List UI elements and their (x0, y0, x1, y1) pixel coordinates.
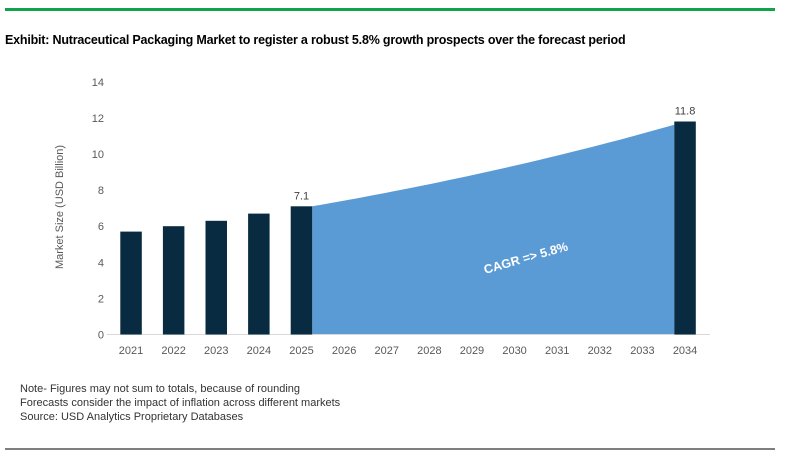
footnote-line: Note- Figures may not sum to totals, bec… (20, 383, 301, 395)
bar-2022 (162, 226, 185, 335)
x-axis-label-2028: 2028 (417, 345, 441, 357)
y-axis-label-6: 6 (98, 221, 104, 233)
y-axis-label-14: 14 (92, 77, 104, 89)
bar-2025 (290, 206, 313, 335)
bar-2021 (120, 231, 142, 335)
footnote-line: Forecasts consider the impact of inflati… (20, 396, 341, 409)
x-axis-label-2025: 2025 (289, 345, 313, 357)
top-accent-line (5, 8, 775, 11)
y-axis-label-4: 4 (98, 257, 104, 269)
footnote-line: Source: USD Analytics Proprietary Databa… (20, 410, 244, 423)
bar-2023 (205, 220, 227, 335)
x-axis-label-2034: 2034 (673, 345, 697, 357)
x-axis-label-2021: 2021 (119, 345, 143, 357)
bar-2024 (248, 213, 270, 335)
x-axis-label-2027: 2027 (374, 345, 398, 357)
x-axis-label-2023: 2023 (204, 345, 228, 357)
x-axis-label-2032: 2032 (588, 345, 612, 357)
data-label-2025: 7.1 (294, 190, 309, 202)
y-axis-label-10: 10 (92, 149, 104, 161)
x-axis-label-2031: 2031 (545, 345, 569, 357)
forecast-area (312, 124, 675, 335)
bottom-divider-line (5, 448, 775, 450)
y-axis-label-2: 2 (98, 293, 104, 305)
x-axis-label-2024: 2024 (247, 345, 271, 357)
y-axis-label-12: 12 (92, 113, 104, 125)
y-axis-title: Market Size (USD Billion) (54, 145, 66, 269)
footnotes: Note- Figures may not sum to totals, bec… (20, 383, 620, 424)
data-label-2034: 11.8 (675, 106, 696, 118)
bar-2034 (674, 121, 696, 335)
y-axis-label-0: 0 (98, 330, 104, 342)
y-axis-label-8: 8 (98, 185, 104, 197)
x-axis-label-2029: 2029 (460, 345, 484, 357)
chart-title: Exhibit: Nutraceutical Packaging Market … (5, 33, 626, 47)
x-axis-label-2033: 2033 (630, 345, 654, 357)
x-axis-label-2030: 2030 (502, 345, 526, 357)
x-axis-label-2022: 2022 (161, 345, 185, 357)
x-axis-label-2026: 2026 (332, 345, 356, 357)
